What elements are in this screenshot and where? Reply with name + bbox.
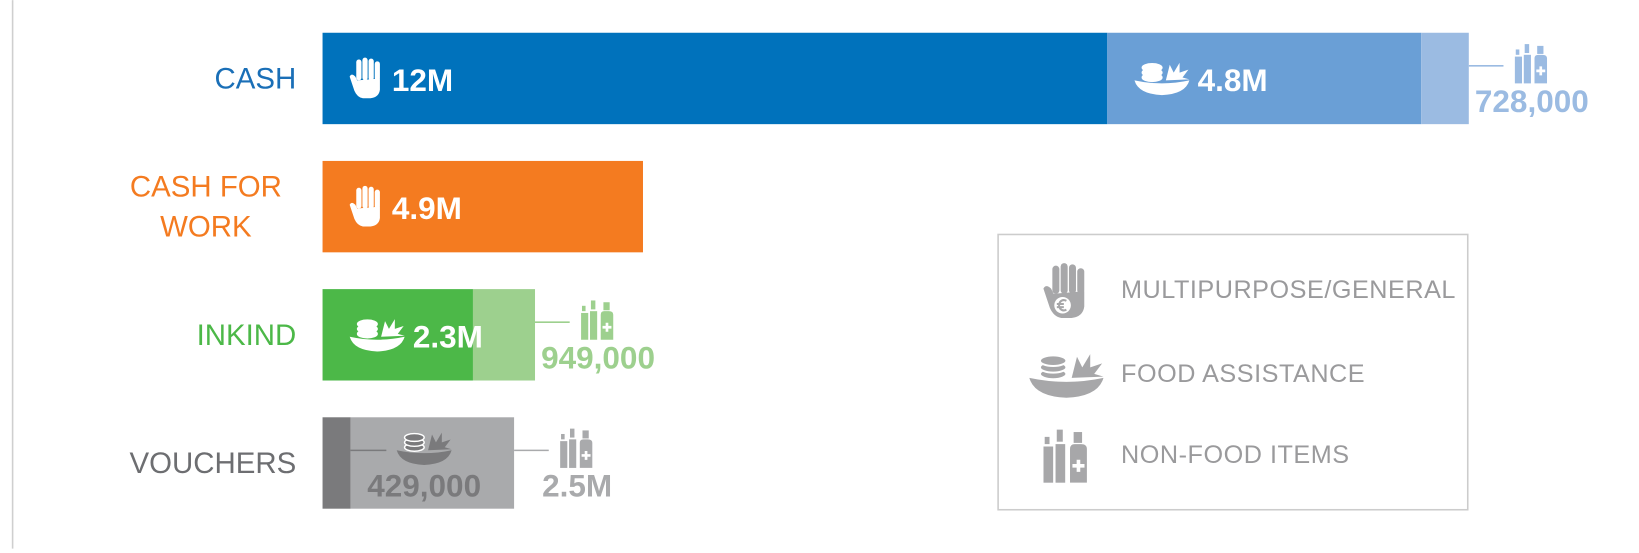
legend-icon — [1028, 353, 1105, 399]
bar-segment — [322, 32, 1108, 125]
legend-icon — [1042, 262, 1086, 320]
value-label: 4.8M — [1198, 62, 1268, 98]
category-label-box: CASH FOR WORK — [63, 150, 296, 262]
value-label: 2.3M — [413, 318, 483, 354]
legend-box — [997, 233, 1469, 511]
category-label-box: CASH — [63, 22, 297, 134]
bar-segment — [322, 417, 351, 509]
value-label: 4.9M — [392, 190, 462, 226]
value-label: 429,000 — [367, 468, 481, 504]
value-label: 12M — [392, 62, 453, 98]
legend-label: NON-FOOD ITEMS — [1121, 441, 1350, 469]
value-icon — [559, 428, 594, 469]
value-icon — [580, 300, 615, 341]
bar-segment — [472, 289, 536, 381]
value-label: 2.5M — [542, 468, 612, 504]
category-label-box: VOUCHERS — [63, 407, 297, 519]
category-label-box: INKIND — [63, 279, 297, 391]
category-label: INKIND — [196, 318, 297, 351]
category-label-wrap: INKIND — [63, 279, 297, 391]
category-label: VOUCHERS — [129, 446, 297, 479]
category-label-wrap: VOUCHERS — [63, 407, 297, 519]
legend-label: FOOD ASSISTANCE — [1121, 360, 1365, 388]
legend-label: MULTIPURPOSE/GENERAL — [1121, 276, 1456, 304]
value-label: 728,000 — [1475, 83, 1589, 119]
category-label: CASH FOR WORK — [129, 169, 282, 243]
bar-segment — [1421, 32, 1469, 125]
category-label-wrap: CASH — [63, 22, 297, 134]
category-label: CASH — [214, 61, 297, 95]
value-icon — [1513, 43, 1549, 84]
value-label: 949,000 — [541, 339, 655, 375]
category-label-wrap: CASH FOR WORK — [63, 150, 296, 262]
legend-icon — [1042, 429, 1089, 484]
